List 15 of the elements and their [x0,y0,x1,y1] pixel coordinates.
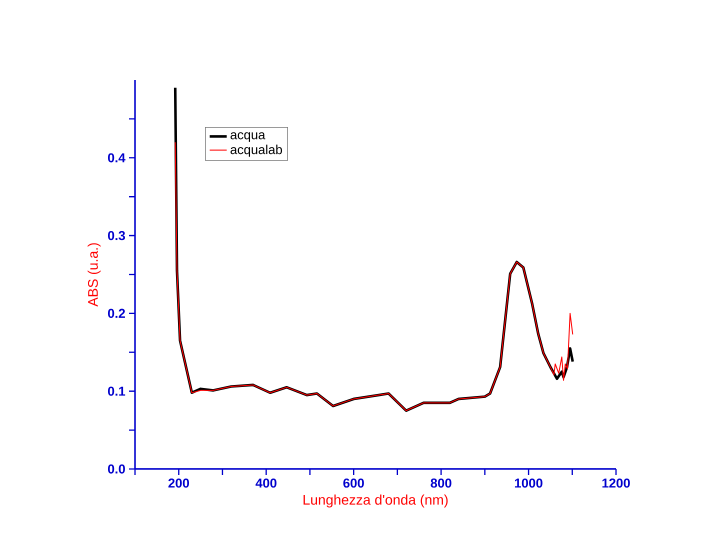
y-tick-label: 0.4 [108,153,126,162]
x-tick-label: 200 [168,478,190,488]
x-axis-title: Lunghezza d'onda (nm) [304,494,448,508]
x-tick-label: 1000 [514,478,542,488]
y-tick-label: 0.2 [108,308,125,318]
legend-label: acqualab [230,144,282,157]
y-tick-label: 0.0 [108,464,125,474]
legend-label: acqua [230,132,266,142]
y-tick-label: 0.3 [108,230,126,240]
x-tick-label: 1200 [602,478,630,488]
y-axis-title: ABS (u.a.) [88,243,101,307]
x-tick-label: 600 [343,478,364,488]
y-tick-label: 0.1 [108,386,126,396]
x-tick-label: 800 [430,478,452,488]
x-tick-label: 400 [256,478,276,488]
